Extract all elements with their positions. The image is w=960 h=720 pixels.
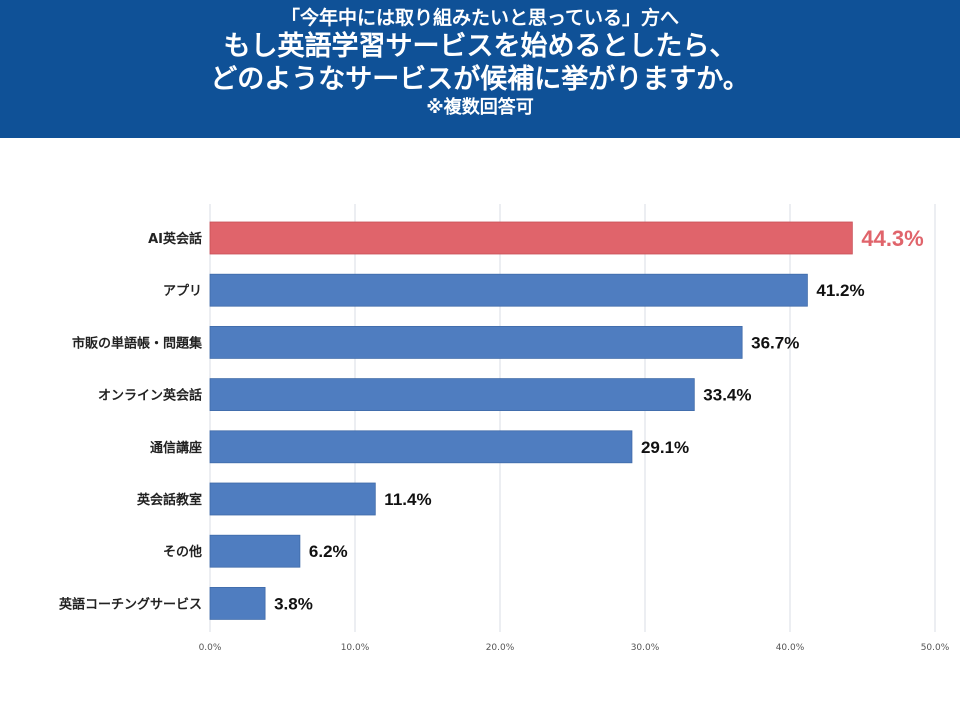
- bar: [209, 586, 266, 620]
- bar: [209, 378, 695, 412]
- bar: [209, 430, 633, 464]
- x-tick-label: 20.0%: [486, 643, 515, 653]
- chart-header: 「今年中には取り組みたいと思っている」方へ もし英語学習サービスを始めるとしたら…: [0, 0, 960, 138]
- x-tick-label: 50.0%: [921, 643, 950, 653]
- chart-subtitle: 「今年中には取り組みたいと思っている」方へ: [280, 7, 680, 29]
- chart-area: 0.0% 10.0% 20.0% 30.0% 40.0% 50.0% AI英会話 44.3% ア…: [0, 138, 960, 720]
- value-label: 44.3%: [861, 226, 923, 251]
- chart-note: ※複数回答可: [426, 97, 534, 118]
- value-label: 3.8%: [274, 594, 313, 613]
- category-label: 通信講座: [150, 440, 202, 456]
- category-label: 英会話教室: [136, 492, 202, 508]
- chart-title-line1: もし英語学習サービスを始めるとしたら、: [223, 31, 737, 62]
- value-label: 41.2%: [816, 281, 864, 300]
- bar: [209, 221, 853, 255]
- bar: [209, 273, 808, 307]
- value-label: 36.7%: [751, 333, 799, 352]
- x-tick-label: 10.0%: [341, 643, 370, 653]
- value-label: 29.1%: [641, 438, 689, 457]
- category-label: AI英会話: [148, 231, 202, 247]
- chart-title-line2: どのようなサービスが候補に挙がりますか。: [210, 64, 750, 95]
- category-label: アプリ: [163, 284, 202, 299]
- category-label: その他: [163, 544, 202, 560]
- bar-chart: 0.0% 10.0% 20.0% 30.0% 40.0% 50.0% AI英会話 44.3% ア…: [58, 204, 950, 653]
- bar: [209, 482, 376, 516]
- value-label: 33.4%: [703, 386, 751, 405]
- value-label: 6.2%: [309, 542, 348, 561]
- bar: [209, 325, 743, 359]
- category-label: 市販の単語帳・問題集: [72, 335, 203, 351]
- category-label: 英語コーチングサービス: [58, 596, 202, 612]
- bar: [209, 534, 301, 568]
- category-label: オンライン英会話: [98, 388, 202, 404]
- x-tick-label: 40.0%: [776, 643, 805, 653]
- x-tick-label: 30.0%: [631, 643, 660, 653]
- x-tick-label: 0.0%: [199, 643, 222, 653]
- value-label: 11.4%: [384, 490, 431, 509]
